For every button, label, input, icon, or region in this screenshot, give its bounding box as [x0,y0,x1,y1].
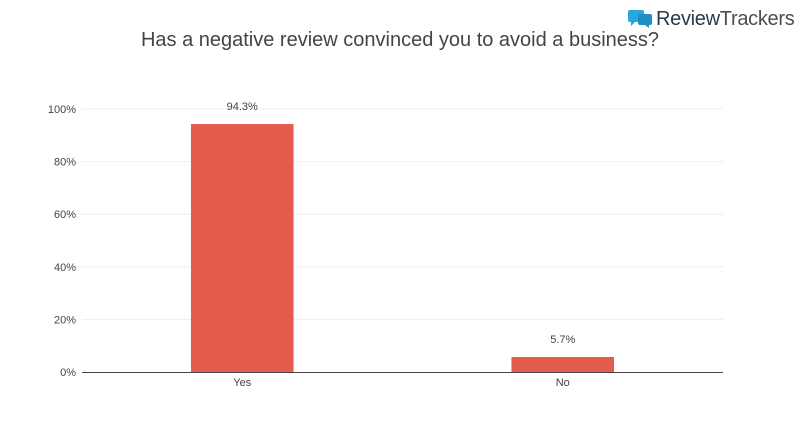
y-tick-label: 100% [48,104,76,116]
speech-bubbles-icon [628,10,652,28]
brand-logo: ReviewTrackers [627,7,795,31]
y-tick-label: 0% [60,367,76,379]
x-axis-ticks: Yes No [233,377,570,389]
x-tick-label-no: No [556,377,570,389]
brand-name-part2: Trackers [719,7,795,30]
y-tick-label: 60% [54,209,76,221]
x-tick-label-yes: Yes [233,377,251,389]
data-label-no: 5.7% [550,334,575,346]
bar-yes [190,123,294,372]
y-tick-label: 40% [54,262,76,274]
y-axis-ticks: 0% 20% 40% 60% 80% 100% [48,104,76,379]
y-tick-label: 80% [54,157,76,169]
y-tick-label: 20% [54,314,76,326]
bar-no [511,357,615,372]
chart-title: Has a negative review convinced you to a… [140,29,660,51]
gridlines [82,108,723,320]
data-label-yes: 94.3% [227,101,258,113]
brand-name-part1: Review [656,7,720,30]
brand-name: ReviewTrackers [656,7,795,31]
bars: 94.3% 5.7% [190,101,615,372]
